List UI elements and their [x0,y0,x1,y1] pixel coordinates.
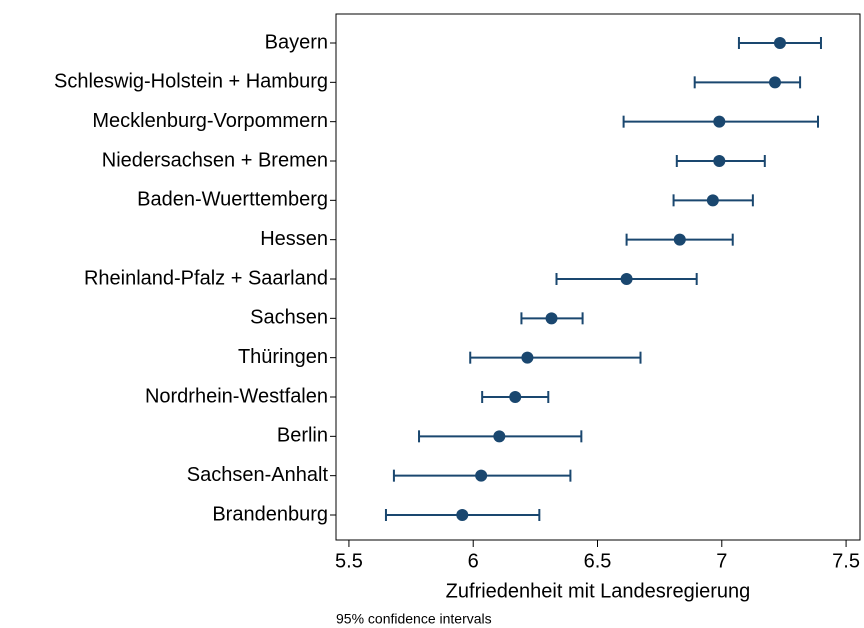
plot-frame [335,13,861,541]
y-tick-label: Berlin [277,425,328,447]
y-tick-label: Brandenburg [212,503,328,525]
point [620,273,633,285]
y-tick-label: Bayern [265,31,328,53]
note: 95% confidence intervals [336,611,492,627]
y-tick-label: Baden-Wuerttemberg [137,189,328,211]
y-tick-label: Schleswig-Holstein + Hamburg [54,71,328,93]
point [768,76,781,89]
y-tick-label: Sachsen [250,307,328,329]
point [713,155,726,167]
point [706,194,719,207]
x-axis-label: Zufriedenheit mit Landesregierung [446,580,751,602]
x-tick-label: 5.5 [335,550,363,572]
x-tick-label: 6.5 [584,550,612,572]
point [456,509,469,521]
y-tick-label: Sachsen-Anhalt [187,464,329,486]
point [673,233,686,246]
point [493,430,506,443]
y-tick-label: Mecklenburg-Vorpommern [92,110,328,132]
x-tick-label: 7.5 [832,550,860,572]
y-tick-label: Rheinland-Pfalz + Saarland [84,267,328,289]
y-tick-label: Hessen [260,228,328,250]
point [521,351,534,364]
x-tick-label: 7 [716,550,727,572]
point [475,469,488,482]
x-tick-label: 6 [468,550,479,572]
y-tick-label: Niedersachsen + Bremen [102,149,328,171]
point [509,391,522,403]
point [773,37,786,49]
point [545,312,558,325]
point [713,115,726,128]
y-tick-label: Nordrhein-Westfalen [145,385,328,407]
y-tick-label: Thüringen [238,346,328,368]
